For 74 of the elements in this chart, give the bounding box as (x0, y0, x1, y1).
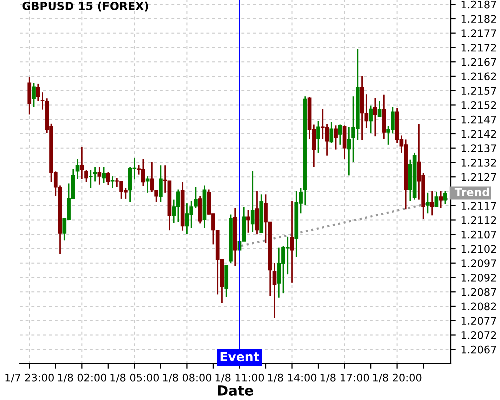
candlestick (93, 166, 98, 182)
candlestick (426, 192, 430, 214)
y-tick-label: 1.2167 (462, 58, 496, 66)
y-tick-label: 1.2067 (462, 346, 496, 354)
candlestick (28, 76, 32, 116)
candlestick (373, 97, 378, 138)
candlestick (439, 190, 444, 209)
candlestick (102, 166, 106, 184)
y-tick-label: 1.2147 (462, 116, 496, 124)
y-tick-label: 1.2177 (462, 30, 496, 38)
candlestick (330, 122, 334, 144)
x-axis-title: Date (218, 386, 254, 396)
candlestick (255, 190, 260, 236)
candlestick (146, 176, 150, 194)
y-tick-label: 1.2187 (462, 0, 496, 9)
candlestick (106, 172, 110, 186)
candlestick (316, 120, 320, 154)
candlestick (382, 94, 386, 140)
x-tick-label: 1/7 23:00 (6, 374, 54, 383)
y-tick-label: 1.2162 (462, 72, 496, 81)
candlestick (246, 210, 250, 234)
candlestick (159, 164, 163, 204)
candlestick (224, 264, 229, 298)
candlestick (434, 192, 439, 208)
y-tick-label: 1.2152 (462, 101, 496, 110)
y-tick-label: 1.2082 (462, 302, 496, 311)
candlestick (430, 190, 434, 216)
candlestick (110, 176, 115, 190)
x-tick-label: 1/8 17:00 (320, 374, 370, 383)
y-tick-label: 1.2077 (462, 317, 496, 325)
y-tick-label: 1.2142 (462, 130, 496, 138)
candlestick (98, 166, 102, 186)
y-tick-label: 1.2182 (462, 15, 496, 24)
candlestick (198, 196, 202, 224)
candlestick (325, 124, 330, 157)
y-tick-label: 1.2127 (462, 173, 496, 182)
ref-line-label: Event (220, 352, 260, 362)
candlestick (334, 124, 338, 150)
y-tick-label: 1.2172 (462, 44, 496, 52)
y-tick-label: 1.2117 (462, 202, 496, 210)
candlestick (115, 178, 120, 188)
candlestick (80, 146, 84, 180)
y-tick-label: 1.2107 (462, 230, 496, 239)
x-tick-label: 1/8 14:00 (268, 374, 317, 383)
candlestick (290, 200, 294, 284)
y-tick-label: 1.2112 (462, 216, 496, 224)
candlestick (277, 247, 282, 299)
y-tick-label: 1.2137 (462, 144, 496, 152)
y-tick-label: 1.2072 (462, 331, 496, 340)
candlestick (250, 170, 255, 234)
candlestick (128, 166, 132, 203)
series-label: Trend (454, 188, 490, 197)
candlestick (347, 126, 352, 176)
y-tick-label: 1.2132 (462, 158, 496, 167)
x-tick-label: 1/8 05:00 (110, 374, 160, 383)
x-tick-label: 1/8 11:00 (216, 374, 264, 383)
candlestick (88, 170, 93, 189)
x-tick-label: 1/8 08:00 (163, 374, 212, 383)
y-tick-label: 1.2092 (462, 274, 496, 282)
candlestick (32, 82, 36, 108)
candlestick (378, 100, 382, 118)
candlestick (342, 124, 347, 160)
candlestick (185, 202, 190, 236)
y-tick-label: 1.2157 (462, 87, 496, 95)
y-tick-label: 1.2087 (462, 288, 496, 296)
candlestick (369, 105, 373, 134)
chart-title: GBPUSD 15 (FOREX) (22, 2, 148, 12)
x-tick-label: 1/8 20:00 (373, 374, 422, 383)
candlestick (338, 124, 342, 146)
y-tick-label: 1.2097 (462, 260, 496, 268)
y-tick-label: 1.2102 (462, 245, 496, 254)
candlestick (286, 236, 290, 276)
x-tick-label: 1/8 02:00 (58, 374, 107, 383)
candlestick (444, 190, 448, 206)
